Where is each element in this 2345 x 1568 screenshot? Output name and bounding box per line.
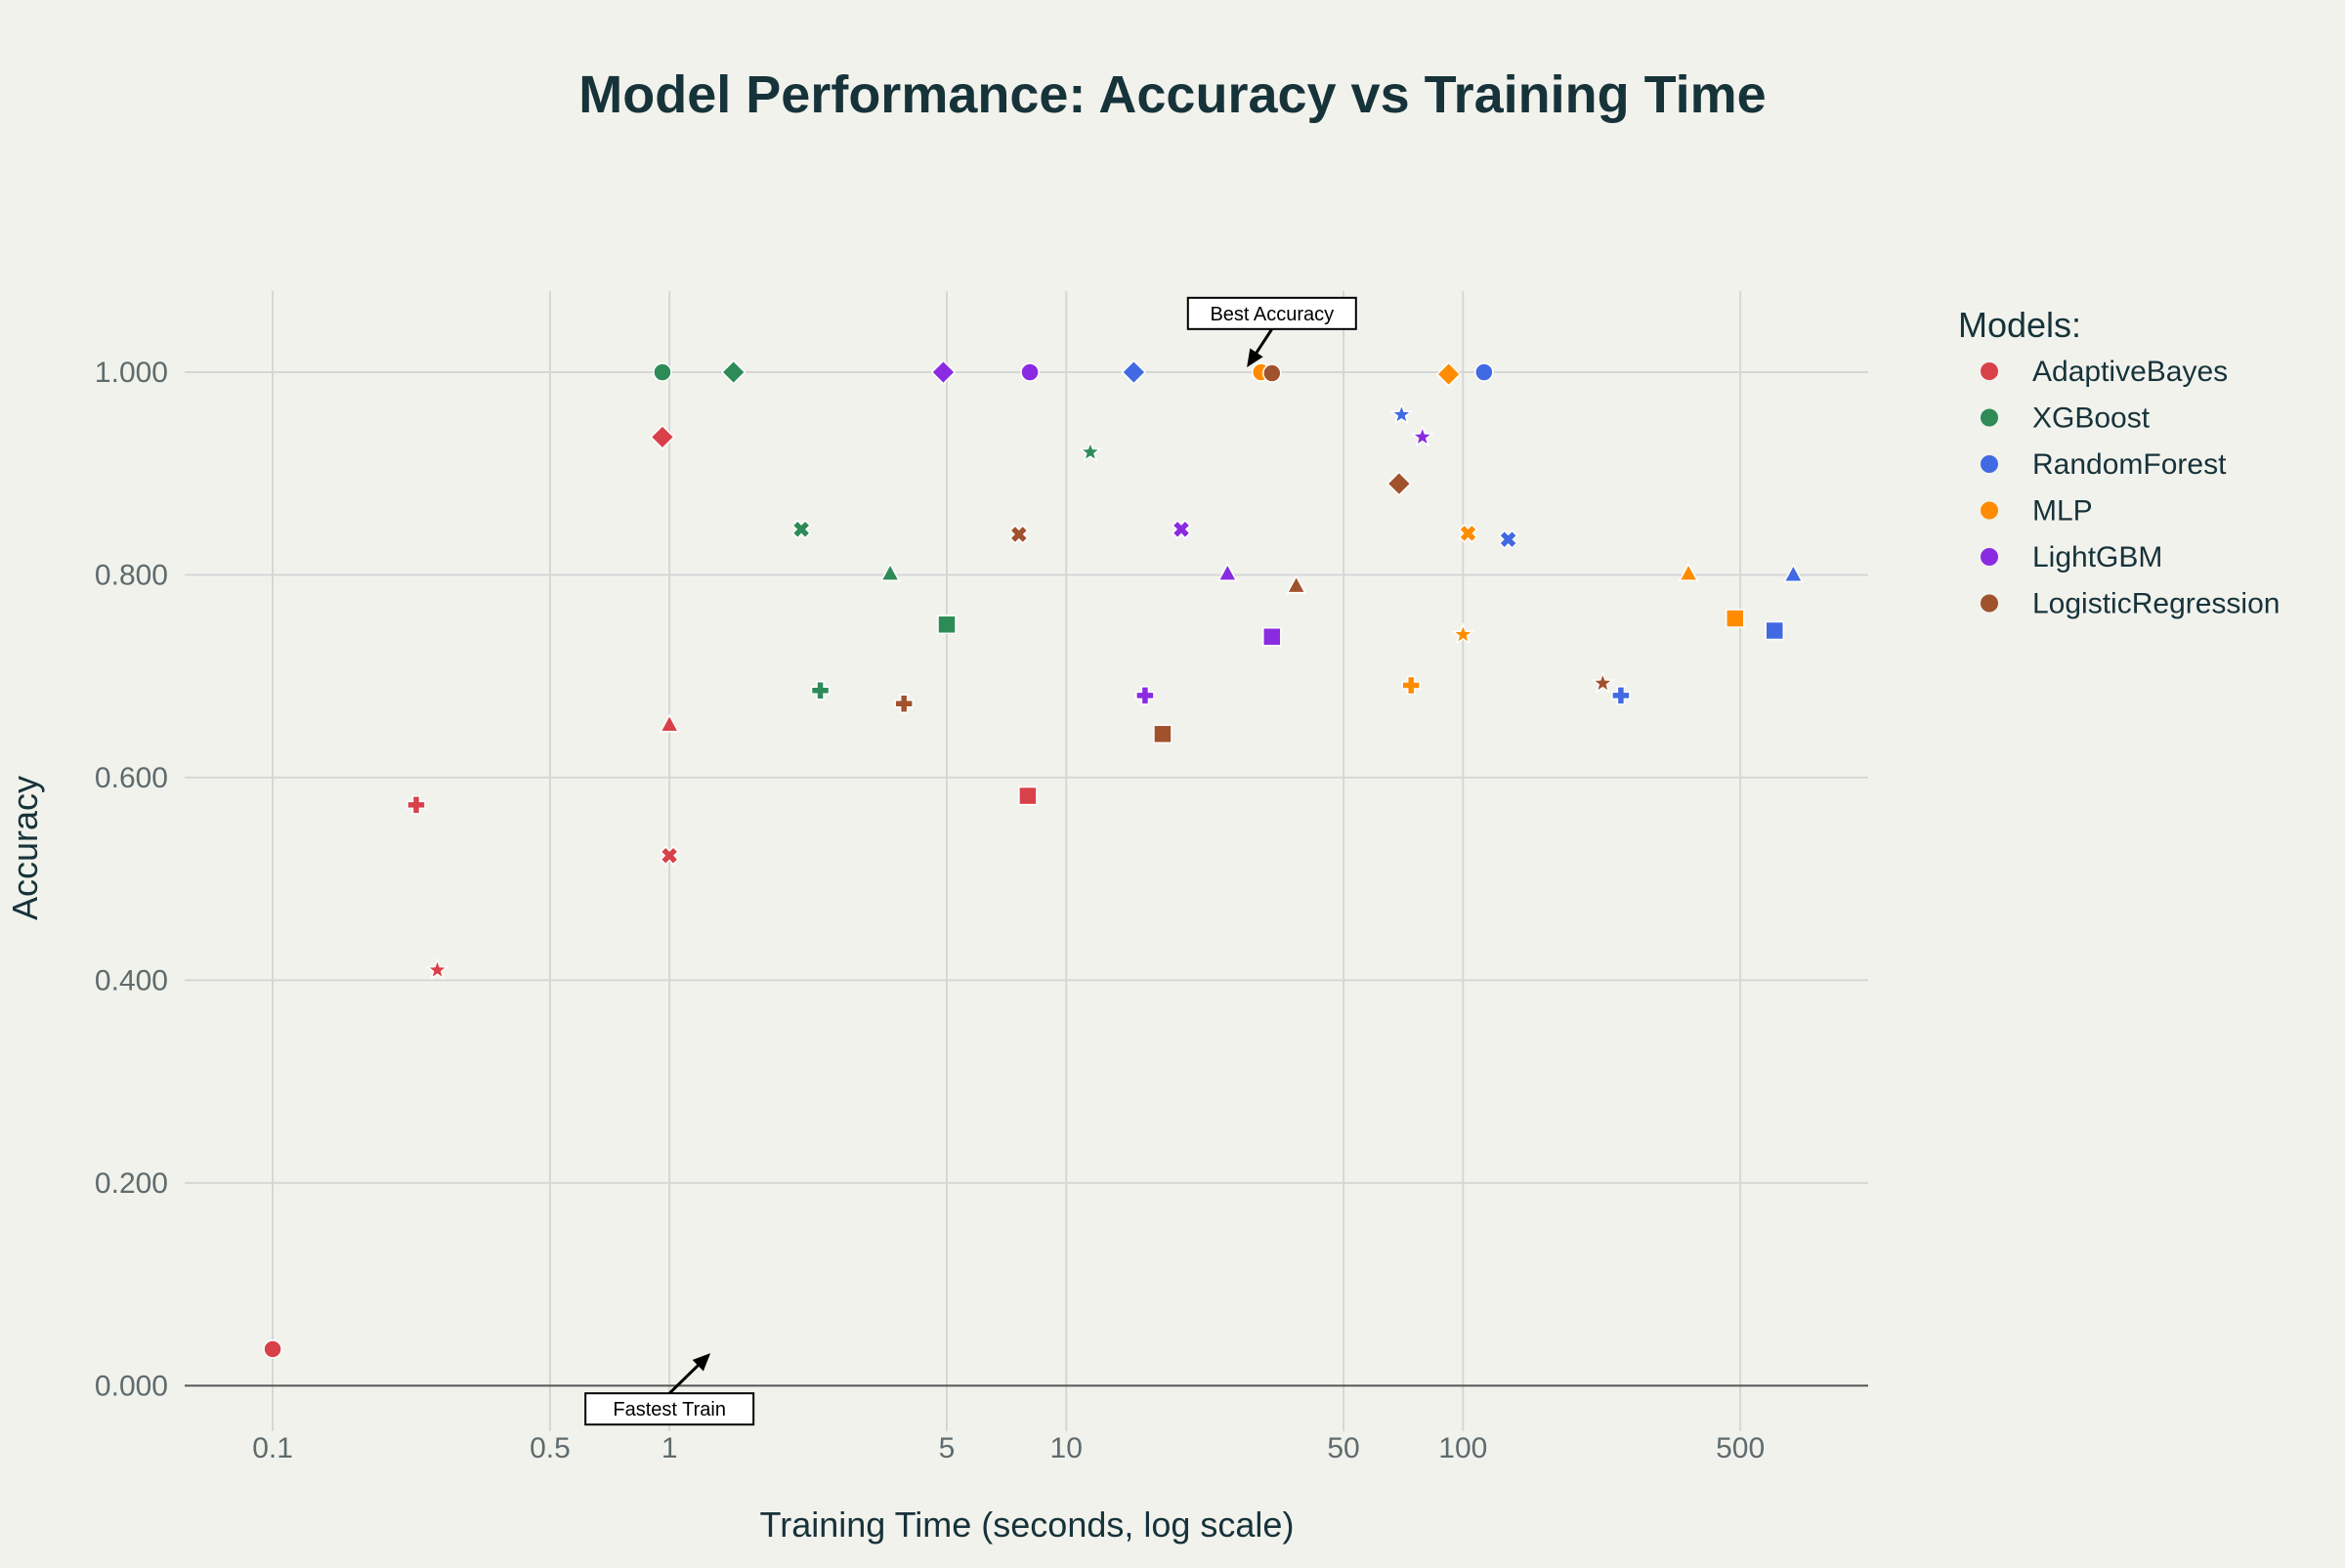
legend-item-mlp[interactable]: MLP bbox=[1981, 495, 2093, 528]
data-point-adaptivebayes bbox=[425, 957, 449, 981]
legend-item-lightgbm[interactable]: LightGBM bbox=[1981, 541, 2162, 573]
y-tick-label: 0.000 bbox=[95, 1370, 168, 1402]
data-point-adaptivebayes bbox=[660, 845, 680, 866]
legend-marker bbox=[1981, 548, 1998, 566]
data-point-logisticregression bbox=[1153, 724, 1172, 744]
x-tick-label: 0.5 bbox=[530, 1432, 571, 1464]
legend-label: AdaptiveBayes bbox=[2032, 356, 2228, 388]
data-point-logisticregression bbox=[1286, 574, 1306, 594]
data-point-lightgbm bbox=[1172, 519, 1191, 539]
data-point-randomforest bbox=[1611, 686, 1631, 705]
data-point-xgboost bbox=[653, 362, 672, 382]
y-tick-label: 0.600 bbox=[95, 762, 168, 794]
data-point-mlp bbox=[1678, 562, 1699, 581]
data-point-lightgbm bbox=[1217, 562, 1238, 581]
annotations: Best Accuracy Fastest Train bbox=[584, 296, 1357, 1426]
legend-label: LightGBM bbox=[2032, 541, 2162, 573]
x-tick-label: 5 bbox=[939, 1432, 956, 1464]
legend-title: Models: bbox=[1958, 305, 2081, 345]
x-axis-label: Training Time (seconds, log scale) bbox=[760, 1504, 1295, 1545]
data-point-mlp bbox=[1458, 524, 1478, 543]
data-point-xgboost bbox=[937, 614, 957, 635]
y-tick-label: 0.200 bbox=[95, 1167, 168, 1200]
legend-marker bbox=[1981, 362, 1998, 380]
legend-item-xgboost[interactable]: XGBoost bbox=[1981, 403, 2151, 435]
data-point-xgboost bbox=[791, 519, 812, 539]
data-point-randomforest bbox=[1389, 403, 1414, 425]
series-logisticregression bbox=[894, 363, 1615, 744]
x-tick-label: 10 bbox=[1050, 1432, 1083, 1464]
legend-label: RandomForest bbox=[2032, 448, 2227, 481]
series-randomforest bbox=[1121, 360, 1804, 705]
annotation-arrow bbox=[668, 1360, 704, 1395]
annotation-arrowhead bbox=[692, 1353, 711, 1372]
data-points bbox=[263, 360, 1804, 1359]
annotation-box bbox=[1186, 296, 1357, 330]
y-tick-label: 0.800 bbox=[95, 559, 168, 591]
data-point-mlp bbox=[1435, 361, 1462, 387]
data-point-adaptivebayes bbox=[263, 1339, 282, 1359]
data-point-logisticregression bbox=[1386, 471, 1412, 496]
legend: Models: AdaptiveBayes XGBoost RandomForest… bbox=[1958, 305, 2280, 620]
series-adaptivebayes bbox=[263, 424, 1038, 1359]
y-tick-label: 0.400 bbox=[95, 964, 168, 996]
legend-item-adaptivebayes[interactable]: AdaptiveBayes bbox=[1981, 356, 2228, 388]
legend-marker bbox=[1981, 408, 1998, 427]
data-point-randomforest bbox=[1765, 620, 1784, 641]
data-point-xgboost bbox=[810, 680, 831, 700]
data-point-xgboost bbox=[1078, 440, 1102, 463]
x-tick-label: 0.1 bbox=[252, 1432, 293, 1464]
x-tick-label: 1 bbox=[661, 1432, 678, 1464]
legend-label: MLP bbox=[2032, 495, 2093, 528]
axes: 0.1 0.5 1 5 10 50 100 500 0.000 0.200 0.400 0.600 0.… bbox=[95, 357, 1868, 1464]
legend-label: LogisticRegression bbox=[2032, 588, 2280, 620]
annotation-label: Fastest Train bbox=[613, 1399, 726, 1420]
data-point-randomforest bbox=[1121, 360, 1147, 385]
data-point-randomforest bbox=[1783, 563, 1804, 582]
data-point-mlp bbox=[1451, 622, 1475, 645]
legend-marker bbox=[1981, 455, 1998, 473]
data-point-adaptivebayes bbox=[1018, 785, 1038, 806]
annotation: Best Accuracy bbox=[1186, 296, 1357, 367]
chart-title: Model Performance: Accuracy vs Training … bbox=[578, 65, 1766, 124]
data-point-xgboost bbox=[720, 360, 746, 385]
data-point-adaptivebayes bbox=[406, 795, 426, 815]
annotation-label: Best Accuracy bbox=[1210, 304, 1334, 325]
data-point-lightgbm bbox=[1410, 424, 1434, 447]
series-xgboost bbox=[653, 360, 1102, 700]
data-point-lightgbm bbox=[1020, 362, 1040, 382]
data-point-lightgbm bbox=[1135, 686, 1155, 705]
data-point-mlp bbox=[1401, 675, 1421, 696]
data-point-randomforest bbox=[1474, 362, 1494, 382]
data-point-logisticregression bbox=[1008, 525, 1029, 544]
data-point-lightgbm bbox=[1262, 626, 1282, 647]
x-tick-label: 50 bbox=[1327, 1432, 1359, 1464]
series-mlp bbox=[1252, 361, 1745, 696]
data-point-logisticregression bbox=[1262, 363, 1282, 383]
legend-marker bbox=[1981, 594, 1998, 613]
data-point-lightgbm bbox=[930, 360, 957, 385]
annotation-box bbox=[584, 1392, 755, 1426]
data-point-adaptivebayes bbox=[650, 424, 675, 450]
legend-marker bbox=[1981, 501, 1998, 520]
data-point-mlp bbox=[1726, 609, 1745, 628]
data-point-randomforest bbox=[1498, 530, 1518, 550]
annotation: Fastest Train bbox=[584, 1353, 755, 1426]
x-tick-label: 500 bbox=[1716, 1432, 1765, 1464]
legend-item-logisticregression[interactable]: LogisticRegression bbox=[1981, 588, 2280, 620]
x-tick-label: 100 bbox=[1438, 1432, 1487, 1464]
data-point-logisticregression bbox=[1591, 670, 1615, 694]
legend-item-randomforest[interactable]: RandomForest bbox=[1981, 448, 2227, 481]
data-point-adaptivebayes bbox=[659, 713, 680, 733]
legend-label: XGBoost bbox=[2032, 403, 2151, 435]
y-axis-label: Accuracy bbox=[5, 776, 45, 920]
y-tick-label: 1.000 bbox=[95, 357, 168, 389]
grid bbox=[185, 291, 1868, 1431]
series-lightgbm bbox=[930, 360, 1434, 705]
data-point-logisticregression bbox=[894, 694, 914, 713]
data-point-xgboost bbox=[879, 562, 901, 581]
annotation-arrowhead bbox=[1247, 348, 1263, 367]
